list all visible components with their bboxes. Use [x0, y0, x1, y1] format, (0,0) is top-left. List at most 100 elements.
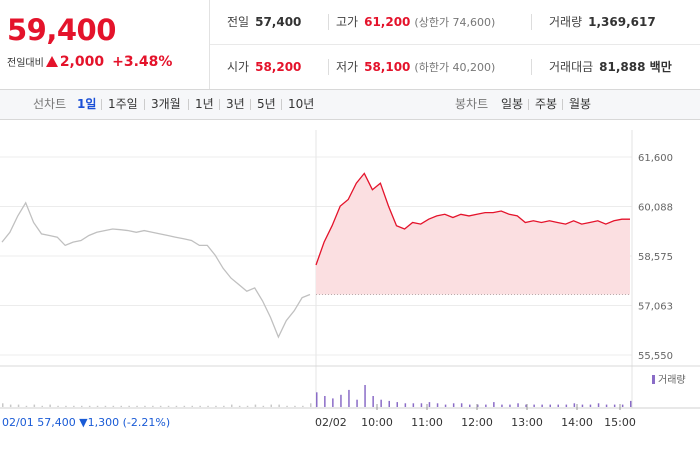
stat-value: 58,100: [364, 60, 411, 74]
stat-sub: (상한가 74,600): [414, 16, 496, 29]
stat-value: 81,888 백만: [599, 60, 672, 74]
volume-bar: [605, 404, 608, 407]
x-tick-label: 02/02: [315, 416, 347, 429]
tab-1d[interactable]: 1일: [77, 97, 97, 111]
divider: [144, 99, 145, 110]
volume-bar: [9, 404, 12, 407]
volume-bar: [294, 405, 296, 407]
volume-bar: [364, 385, 366, 407]
tab-3y[interactable]: 3년: [226, 97, 245, 111]
tab-daily[interactable]: 일봉: [501, 97, 524, 111]
stats-row-1: 전일 57,400 고가 61,200 (상한가 74,600) 거래량 1,369,6…: [210, 0, 700, 45]
tab-weekly[interactable]: 주봉: [535, 97, 558, 111]
stat-open: 시가 58,200: [227, 45, 301, 89]
volume-bar: [215, 405, 217, 407]
tab-1w[interactable]: 1주일: [108, 97, 138, 111]
volume-bar: [49, 404, 51, 407]
y-tick-label: 57,063: [638, 302, 673, 313]
stat-label: 저가: [336, 60, 359, 74]
volume-bar: [286, 405, 288, 407]
volume-bar: [557, 404, 559, 407]
volume-bar: [278, 404, 280, 407]
volume-bar: [88, 405, 91, 407]
tab-10y[interactable]: 10년: [288, 97, 315, 111]
volume-bar: [73, 405, 75, 407]
volume-bar: [57, 405, 59, 407]
x-tick-label: 15:00: [604, 416, 636, 429]
change-percent: +3.48%: [112, 54, 173, 70]
tab-3m[interactable]: 3개월: [151, 97, 181, 111]
volume-bar: [112, 405, 115, 407]
x-tick-label: 13:00: [511, 416, 543, 429]
volume-bar: [404, 403, 407, 407]
stat-label: 고가: [336, 15, 359, 29]
volume-bar: [246, 405, 249, 407]
change-label: 전일대비: [7, 58, 44, 69]
volume-bar: [436, 403, 439, 407]
prev-day-line: [1, 201, 311, 339]
volume-bar: [469, 404, 471, 407]
volume-bar: [183, 405, 186, 407]
stat-low: 저가 58,100 (하한가 40,200): [336, 45, 495, 89]
volume-bar: [316, 392, 318, 407]
divider: [101, 99, 102, 110]
volume-bar: [152, 405, 154, 407]
stat-label: 전일: [227, 15, 250, 29]
stat-label: 거래량: [549, 15, 583, 29]
tab-5y[interactable]: 5년: [257, 97, 276, 111]
volume-bars: [2, 385, 632, 407]
divider: [250, 99, 251, 110]
chart-period-tabs: 선차트 1일 1주일 3개월 1년 3년 5년 10년 봉차트 일봉 주봉 월봉: [0, 90, 700, 120]
up-arrow-icon: [45, 56, 58, 67]
stat-sub: (하한가 40,200): [414, 61, 496, 74]
volume-bar: [175, 405, 178, 407]
volume-bar: [348, 389, 350, 407]
today-price-line: [315, 172, 630, 266]
volume-bar: [428, 402, 431, 407]
volume-bar: [136, 405, 138, 407]
volume-legend-swatch: [652, 375, 655, 384]
volume-bar: [340, 394, 342, 407]
divider: [528, 99, 529, 110]
stat-label: 시가: [227, 60, 250, 74]
divider: [281, 99, 282, 110]
stat-prev-close: 전일 57,400: [227, 0, 301, 44]
stat-value: 1,369,617: [588, 15, 656, 29]
x-tick-label: 10:00: [361, 416, 393, 429]
volume-bar: [65, 405, 67, 407]
volume-bar: [270, 404, 272, 407]
volume-bar: [460, 403, 463, 407]
volume-bar: [356, 399, 358, 407]
x-tick-label: 12:00: [461, 416, 493, 429]
volume-bar: [120, 405, 122, 407]
volume-bar: [396, 402, 398, 407]
stat-trade-value: 거래대금 81,888 백만: [549, 45, 672, 89]
volume-bar: [477, 404, 479, 407]
volume-bar: [621, 404, 624, 407]
volume-bar: [533, 404, 535, 407]
volume-bar: [310, 403, 312, 407]
volume-bar: [597, 403, 600, 407]
tab-monthly[interactable]: 월봉: [569, 97, 592, 111]
prev-day-footer: 02/01 57,400 ▼1,300 (-2.21%): [2, 416, 170, 429]
volume-bar: [302, 405, 304, 407]
divider: [531, 14, 532, 30]
volume-bar: [501, 404, 503, 407]
volume-bar: [159, 405, 162, 407]
y-tick-label: 58,575: [638, 252, 673, 263]
volume-bar: [238, 405, 241, 407]
volume-bar: [231, 404, 233, 407]
volume-bar: [565, 404, 568, 407]
today-series: [315, 172, 630, 295]
line-chart-label: 선차트: [33, 97, 67, 111]
divider: [562, 99, 563, 110]
divider: [219, 99, 220, 110]
tab-1y[interactable]: 1년: [195, 97, 214, 111]
stat-volume: 거래량 1,369,617: [549, 0, 656, 44]
divider: [328, 14, 329, 30]
price-change: 전일대비 2,000 +3.48%: [7, 54, 172, 70]
current-price: 59,400: [7, 13, 116, 47]
volume-bar: [444, 404, 447, 407]
volume-bar: [33, 404, 36, 407]
volume-bar: [199, 405, 201, 407]
